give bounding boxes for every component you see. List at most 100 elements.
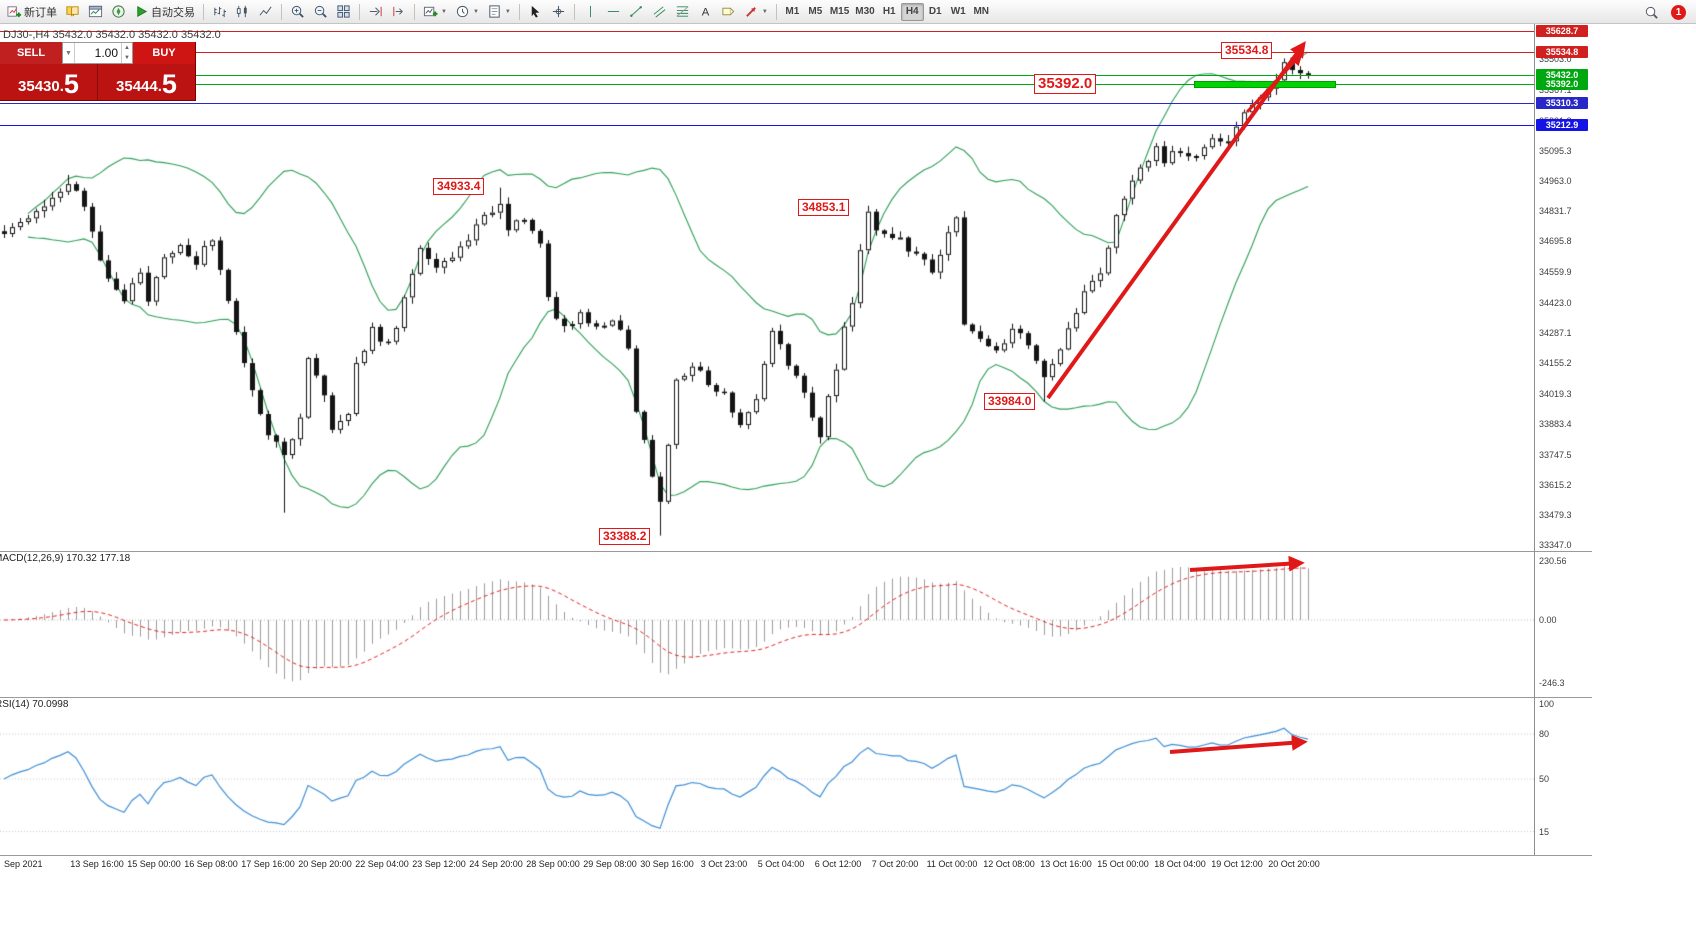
price-tick: 33883.4 <box>1539 419 1572 430</box>
market-watch-button[interactable] <box>61 2 84 22</box>
quantity-stepper[interactable]: ▼ 1.00 ▲ ▼ <box>62 42 133 64</box>
toolbar-right: 1 <box>1640 0 1686 24</box>
new-order-icon <box>7 4 22 19</box>
candlestick-icon <box>235 4 250 19</box>
channel-button[interactable] <box>648 2 671 22</box>
price-marker: 35628.7 <box>1536 25 1588 38</box>
crosshair-button[interactable] <box>547 2 570 22</box>
auto-trading-button[interactable]: 自动交易 <box>130 2 199 22</box>
timeframe-d1[interactable]: D1 <box>928 6 942 17</box>
dropdown-arrow-icon: ▼ <box>472 8 479 15</box>
price-tick: 33479.3 <box>1539 510 1572 521</box>
price-axis-border <box>1534 24 1535 855</box>
time-label: 28 Sep 00:00 <box>526 859 580 869</box>
toolbar-separator <box>573 3 575 20</box>
candlestick-chart-button[interactable] <box>231 2 254 22</box>
buy-button[interactable]: BUY <box>133 42 195 64</box>
trendline-icon <box>629 4 644 19</box>
arrows-icon <box>744 4 759 19</box>
sell-button[interactable]: SELL <box>0 42 62 64</box>
spin-up-icon[interactable]: ▲ <box>124 45 130 51</box>
new-chart-icon <box>423 4 438 19</box>
navigator-button[interactable] <box>107 2 130 22</box>
macd-panel-canvas[interactable] <box>0 552 1534 697</box>
price-tick: 33347.0 <box>1539 539 1572 550</box>
quantity-spin-buttons[interactable]: ▲ ▼ <box>121 43 132 63</box>
time-label: 15 Oct 00:00 <box>1097 859 1149 869</box>
main-chart-canvas[interactable] <box>0 24 1534 551</box>
chart-info: DJ30-,H4 35432.0 35432.0 35432.0 35432.0 <box>3 29 221 41</box>
price-tick: 34287.1 <box>1539 328 1572 339</box>
new-chart-button[interactable]: ▼ <box>419 2 451 22</box>
rsi-tick: 100 <box>1539 699 1555 709</box>
bar-chart-button[interactable] <box>208 2 231 22</box>
time-label: 5 Oct 04:00 <box>757 859 805 869</box>
line-chart-icon <box>258 4 273 19</box>
timeframe-m5[interactable]: M5 <box>808 6 823 17</box>
templates-button[interactable]: ▼ <box>483 2 515 22</box>
timeframe-m15[interactable]: M15 <box>829 6 850 17</box>
time-label: 13 Sep 16:00 <box>70 859 124 869</box>
toolbar-separator <box>281 3 282 20</box>
time-axis: Sep 2021 13 Sep 16:00 15 Sep 00:00 16 Sep 0… <box>0 856 1592 874</box>
tile-windows-icon <box>336 4 351 19</box>
price-axis: 35503.035367.135231.235095.334963.034831… <box>1535 24 1595 855</box>
profiles-button[interactable]: ▼ <box>451 2 483 22</box>
panel-separator <box>0 855 1592 856</box>
rsi-label: RSI(14) 70.0998 <box>0 699 69 710</box>
price-tick: 33747.5 <box>1539 449 1572 460</box>
time-label: Sep 2021 <box>4 859 43 869</box>
toolbar-separator <box>775 3 777 20</box>
time-label: 19 Oct 12:00 <box>1211 859 1263 869</box>
time-label: 6 Oct 12:00 <box>814 859 862 869</box>
notification-badge[interactable]: 1 <box>1671 4 1686 20</box>
line-chart-button[interactable] <box>254 2 277 22</box>
timeframe-mn[interactable]: MN <box>973 6 989 17</box>
spin-down-icon[interactable]: ▼ <box>124 55 130 61</box>
price-tick: 35503.0 <box>1539 54 1572 65</box>
hline-icon <box>606 4 621 19</box>
arrows-tool-button[interactable]: ▼ <box>740 2 772 22</box>
clock-icon <box>455 4 470 19</box>
panel-separator[interactable] <box>0 551 1592 552</box>
zoom-in-icon <box>290 4 305 19</box>
quantity-dropdown-icon[interactable]: ▼ <box>63 43 75 63</box>
horizontal-line-button[interactable] <box>602 2 625 22</box>
trendline-button[interactable] <box>625 2 648 22</box>
auto-scroll-button[interactable] <box>364 2 387 22</box>
search-button[interactable] <box>1640 2 1663 22</box>
cursor-button[interactable] <box>524 2 547 22</box>
macd-tick: 0.00 <box>1539 615 1557 625</box>
vertical-line-button[interactable] <box>579 2 602 22</box>
quantity-value[interactable]: 1.00 <box>94 46 118 60</box>
buy-price[interactable]: 35444. 5 <box>98 64 195 100</box>
timeframe-m1[interactable]: M1 <box>785 6 800 17</box>
timeframe-h4[interactable]: H4 <box>900 2 924 21</box>
time-label: 24 Sep 20:00 <box>469 859 523 869</box>
toolbar-separator <box>203 3 204 20</box>
label-tool-button[interactable] <box>717 2 740 22</box>
fibonacci-button[interactable] <box>671 2 694 22</box>
text-button[interactable]: A <box>694 2 717 22</box>
zoom-out-button[interactable] <box>309 2 332 22</box>
data-window-button[interactable] <box>84 2 107 22</box>
timeframe-w1[interactable]: W1 <box>950 6 966 17</box>
text-icon: A <box>698 4 713 19</box>
time-label: 30 Sep 16:00 <box>640 859 694 869</box>
price-marker: 35310.3 <box>1536 96 1588 109</box>
timeframe-h1[interactable]: H1 <box>882 6 896 17</box>
zoom-in-button[interactable] <box>286 2 309 22</box>
macd-tick: -246.3 <box>1539 677 1565 688</box>
rsi-panel-canvas[interactable] <box>0 698 1534 855</box>
toolbar-separator <box>414 3 415 20</box>
chart-shift-button[interactable] <box>387 2 410 22</box>
panel-separator[interactable] <box>0 697 1592 698</box>
macd-label: MACD(12,26,9) 170.32 177.18 <box>0 553 131 564</box>
tile-windows-button[interactable] <box>332 2 355 22</box>
new-order-button[interactable]: 新订单 <box>3 2 61 22</box>
time-label: 29 Sep 08:00 <box>583 859 637 869</box>
navigator-icon <box>111 4 126 19</box>
timeframe-m30[interactable]: M30 <box>855 6 875 17</box>
play-icon <box>134 4 149 19</box>
sell-price[interactable]: 35430. 5 <box>0 64 98 100</box>
